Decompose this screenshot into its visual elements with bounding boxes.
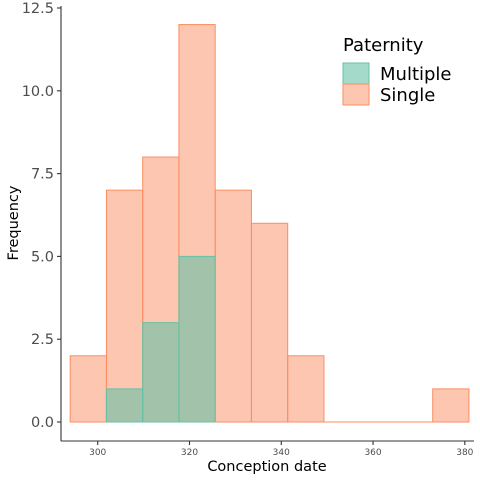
y-tick-label: 0.0 [31,415,54,431]
bar-single-6 [287,355,325,423]
x-axis: 300 320 340 360 380 [61,440,474,458]
y-tick-label: 5.0 [31,249,54,265]
legend-label-single: Single [380,85,435,106]
legend: Paternity Multiple Single [342,35,452,106]
y-tick-label: 10.0 [22,84,54,100]
y-tick-label: 12.5 [22,1,54,17]
x-tick-label: 300 [89,448,106,458]
x-tick-label: 380 [456,448,473,458]
x-tick-label: 340 [273,448,290,458]
x-tick-label: 360 [364,448,381,458]
bar-multiple-2 [142,322,180,423]
x-axis-title: Conception date [207,459,326,475]
y-tick-label: 2.5 [31,332,54,348]
bar-single-10 [432,388,470,423]
bar-single-0 [69,355,107,423]
bar-multiple-1 [105,388,144,423]
y-axis-title: Frequency [6,185,22,260]
bar-single-4 [214,189,252,423]
y-tick-label: 7.5 [31,167,54,183]
bar-multiple-3 [178,255,216,423]
legend-swatch-single [342,83,370,106]
legend-title: Paternity [343,35,424,56]
y-axis: 0.0 2.5 5.0 7.5 10.0 12.5 [22,1,62,441]
bar-single-1 [105,189,144,423]
x-tick-label: 320 [181,448,198,458]
legend-swatch-multiple [342,62,370,85]
plot-area [69,24,470,423]
legend-label-multiple: Multiple [380,64,452,85]
bar-single-5 [250,222,289,423]
